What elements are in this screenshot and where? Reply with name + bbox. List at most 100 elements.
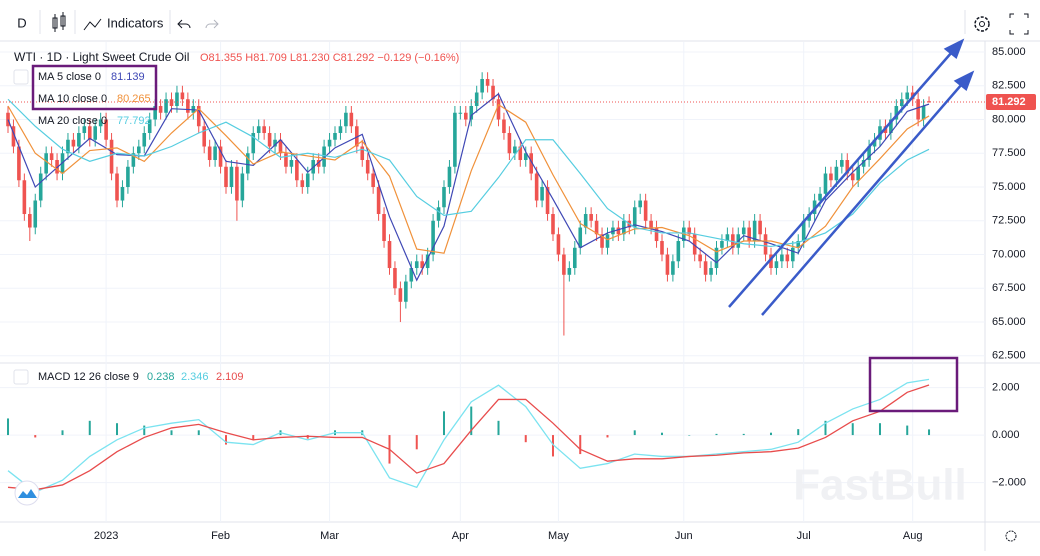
candle-body: [278, 139, 283, 154]
histogram-bar: [524, 435, 527, 443]
y-tick-label: 77.500: [992, 147, 1026, 159]
candle-body: [93, 126, 98, 140]
candle-body: [562, 254, 566, 275]
candle-body: [44, 153, 48, 174]
candle-body: [578, 227, 583, 248]
histogram-bar: [470, 406, 473, 436]
interval-button[interactable]: D: [17, 15, 26, 30]
candle-body: [703, 261, 708, 275]
candle-body: [785, 254, 790, 262]
candle-body: [774, 261, 779, 269]
candle-body: [463, 112, 468, 120]
candle-body: [316, 160, 321, 167]
candle-body: [71, 139, 76, 147]
y-tick-label: 75.000: [992, 181, 1026, 193]
candle-body: [333, 133, 337, 140]
candle-body: [305, 173, 310, 188]
legend-value: 81.139: [111, 71, 145, 83]
candle-body: [393, 268, 397, 289]
indicators-icon[interactable]: [83, 18, 102, 31]
candle-body: [229, 166, 234, 188]
collapse-legend[interactable]: [13, 369, 29, 385]
candle-body: [158, 106, 163, 113]
candle-body: [654, 227, 659, 242]
histogram-bar: [769, 432, 772, 436]
histogram-bar: [906, 425, 909, 436]
histogram-bar: [878, 423, 881, 436]
candle-body: [300, 180, 305, 188]
candle-body: [376, 187, 381, 215]
candle-body: [273, 139, 277, 147]
legend-label: MA 20 close 0: [38, 115, 107, 127]
candle-body: [916, 99, 920, 120]
candle-body: [126, 166, 130, 188]
candle-body: [529, 153, 533, 174]
settings-button[interactable]: [974, 16, 990, 32]
x-tick-label: Jul: [797, 530, 811, 542]
axis-settings[interactable]: [1005, 530, 1017, 542]
candle-body: [131, 153, 136, 167]
candle-body: [38, 173, 43, 201]
candle-body: [496, 99, 501, 120]
candle-body: [349, 112, 354, 127]
y-tick-label: 70.000: [992, 248, 1026, 260]
candle-body: [845, 160, 850, 174]
candle-body: [169, 99, 174, 106]
candle-body: [442, 187, 446, 208]
candle-body: [246, 153, 250, 174]
candle-body: [720, 241, 724, 248]
candle-body: [382, 214, 386, 242]
candle-body: [905, 92, 910, 100]
legend-value: 2.346: [181, 371, 209, 383]
redo-button[interactable]: [205, 19, 219, 29]
candle-body: [850, 173, 855, 181]
candle-body: [175, 92, 179, 106]
logo[interactable]: [14, 480, 40, 506]
candle-body: [322, 146, 326, 167]
histogram-bar: [851, 423, 854, 436]
chart-type-icon[interactable]: [52, 12, 66, 32]
candle-body: [431, 220, 435, 255]
candle-body: [567, 268, 572, 275]
histogram-bar: [715, 433, 718, 436]
candle-body: [207, 146, 212, 161]
fullscreen-button[interactable]: [1009, 13, 1029, 35]
candle-body: [33, 200, 38, 228]
candle-body: [22, 180, 27, 215]
candle-body: [540, 187, 544, 201]
candle-body: [137, 146, 141, 154]
plot-area: 62.500 65.000 67.500 70.000 72.500 75.000 77.5…: [0, 42, 1036, 542]
histogram-bar: [225, 435, 228, 445]
candle-body: [660, 241, 664, 255]
candle-body: [235, 166, 239, 201]
x-tick-label: Apr: [452, 530, 469, 542]
histogram-bar: [61, 430, 64, 436]
y-tick-label: 0.000: [992, 429, 1020, 441]
highlight-box: [868, 356, 959, 413]
candle-body: [354, 126, 359, 147]
legend-value: 2.109: [216, 371, 244, 383]
candle-body: [507, 133, 512, 154]
candle-body: [752, 220, 757, 242]
candle-body: [790, 247, 795, 262]
candle-body: [404, 281, 408, 302]
candle-body: [632, 207, 637, 228]
candle-body: [218, 146, 223, 167]
symbol-title: WTI · 1D · Light Sweet Crude Oil: [14, 50, 189, 64]
ohlc-values: O81.355 H81.709 L81.230 C81.292 −0.129 (…: [200, 52, 459, 64]
candle-body: [164, 99, 168, 113]
undo-button[interactable]: [177, 19, 191, 29]
candle-body: [11, 126, 16, 147]
collapse-legend[interactable]: [13, 69, 29, 85]
histogram-bar: [633, 430, 636, 436]
histogram-bar: [688, 435, 691, 436]
histogram-bar: [415, 435, 418, 450]
candle-body: [807, 214, 811, 221]
y-tick-label: −2.000: [992, 476, 1026, 488]
candle-body: [763, 234, 768, 255]
candle-body: [589, 214, 593, 221]
candle-body: [741, 227, 746, 235]
candle-body: [82, 126, 87, 134]
indicators-button[interactable]: Indicators: [107, 15, 164, 30]
